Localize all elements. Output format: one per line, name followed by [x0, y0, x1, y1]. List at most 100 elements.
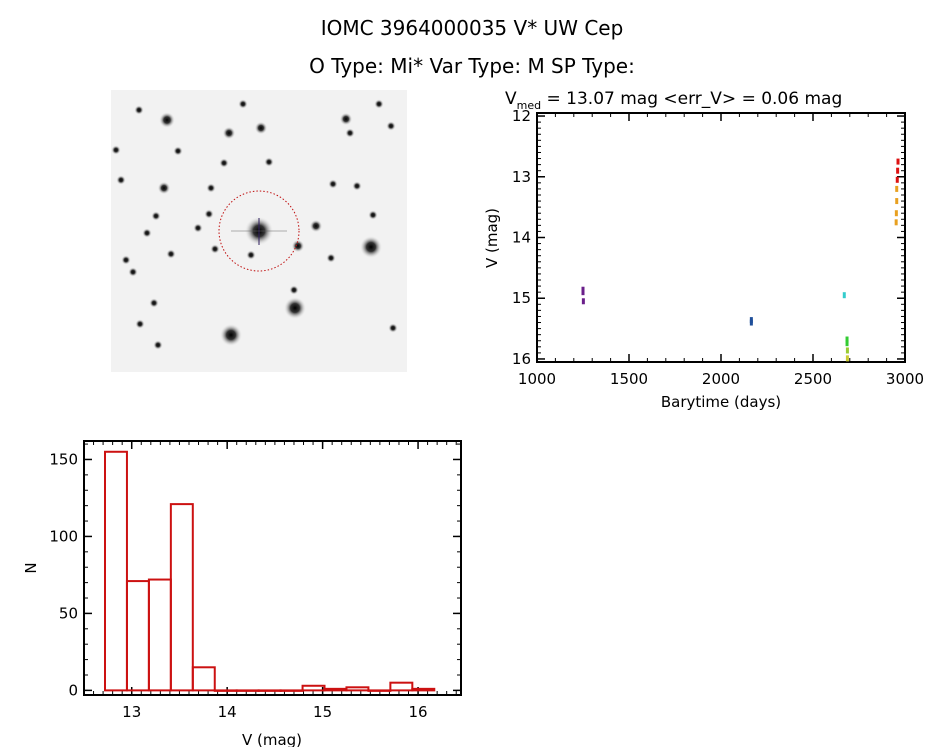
histogram-bar	[367, 689, 392, 692]
histogram-ylabel: N	[22, 562, 40, 573]
star	[326, 253, 336, 263]
data-point	[749, 319, 753, 326]
star	[193, 223, 203, 233]
star	[289, 285, 299, 295]
data-point	[842, 292, 846, 299]
data-point	[749, 317, 753, 324]
data-point	[581, 298, 585, 305]
histogram-ytick-label: 150	[49, 450, 78, 468]
data-point	[845, 355, 849, 362]
lightcurve-xtick-label: 1000	[518, 370, 556, 388]
star	[352, 181, 362, 191]
histogram-bar	[345, 686, 370, 692]
star	[238, 99, 248, 109]
histogram-ytick-label: 0	[68, 681, 78, 699]
data-point	[581, 286, 585, 293]
star	[210, 244, 220, 254]
star	[388, 323, 398, 333]
histogram-bar	[411, 687, 436, 692]
star	[134, 105, 144, 115]
star	[219, 323, 243, 347]
lightcurve-ytick-label: 12	[512, 107, 531, 125]
star	[151, 211, 161, 221]
star	[173, 146, 183, 156]
sky-image-svg	[111, 99, 398, 350]
chart-title-line2: O Type: Mi* Var Type: M SP Type:	[309, 54, 635, 78]
histogram-xtick-label: 14	[218, 703, 237, 721]
star	[386, 121, 396, 131]
title-rest: = 13.07 mag <err_V> = 0.06 mag	[541, 89, 842, 109]
histogram-ytick-label: 100	[49, 527, 78, 545]
target-circle	[218, 190, 300, 272]
lightcurve-xtick-label: 3000	[886, 370, 924, 388]
star	[149, 298, 159, 308]
histogram-bar	[279, 689, 304, 692]
star	[135, 319, 145, 329]
star	[157, 181, 171, 195]
data-point	[845, 336, 849, 343]
title-subscript: med	[517, 99, 541, 112]
data-point	[895, 176, 899, 183]
histogram-bar	[323, 687, 348, 692]
histogram-bar	[301, 684, 326, 692]
star	[359, 235, 383, 259]
star	[345, 128, 355, 138]
histogram-xtick-label: 16	[409, 703, 428, 721]
star	[166, 249, 176, 259]
star	[121, 255, 131, 265]
lightcurve-xlabel: Barytime (days)	[661, 393, 781, 411]
histogram-frame	[83, 440, 462, 696]
star	[368, 210, 378, 220]
star	[283, 296, 307, 320]
data-point	[894, 210, 898, 217]
data-point	[895, 198, 899, 205]
data-point	[845, 347, 849, 354]
chart-title-line1: IOMC 3964000035 V* UW Cep	[320, 16, 624, 40]
star	[128, 267, 138, 277]
histogram-bar	[389, 681, 414, 692]
lightcurve-ytick-label: 14	[512, 229, 531, 247]
lightcurve-ytick-label: 16	[512, 350, 531, 368]
star	[111, 145, 121, 155]
lightcurve-frame	[536, 112, 906, 363]
star	[374, 99, 384, 109]
histogram-xlabel: V (mag)	[242, 731, 302, 747]
histogram-bar	[235, 689, 260, 692]
data-point	[581, 289, 585, 296]
star	[339, 112, 353, 126]
lightcurve-ytick-label: 15	[512, 289, 531, 307]
histogram-bar	[103, 450, 128, 692]
star	[254, 121, 268, 135]
star	[153, 340, 163, 350]
histogram-bar	[169, 503, 194, 692]
star	[116, 175, 126, 185]
star	[142, 228, 152, 238]
histogram-xtick-label: 15	[313, 703, 332, 721]
star	[328, 179, 338, 189]
data-point	[896, 167, 900, 174]
histogram-bar	[191, 666, 216, 692]
star	[204, 209, 214, 219]
data-point	[845, 340, 849, 347]
lightcurve-ylabel: V (mag)	[483, 208, 501, 268]
title-v: V	[505, 89, 517, 109]
sky-image	[111, 90, 407, 372]
histogram-bar	[257, 689, 282, 692]
lightcurve-xtick-label: 2500	[794, 370, 832, 388]
lightcurve-title: Vmed = 13.07 mag <err_V> = 0.06 mag	[505, 89, 842, 112]
histogram-xtick-label: 13	[122, 703, 141, 721]
lightcurve-xtick-label: 2000	[702, 370, 740, 388]
star	[309, 219, 323, 233]
star	[222, 126, 236, 140]
histogram-bar	[213, 689, 238, 692]
lightcurve-xtick-label: 1500	[610, 370, 648, 388]
star	[206, 183, 216, 193]
data-point	[895, 185, 899, 192]
star	[264, 157, 274, 167]
histogram-bar	[125, 580, 150, 692]
data-point	[894, 219, 898, 226]
star	[159, 112, 175, 128]
star	[219, 158, 229, 168]
data-point	[896, 158, 900, 165]
histogram-ytick-label: 50	[59, 604, 78, 622]
